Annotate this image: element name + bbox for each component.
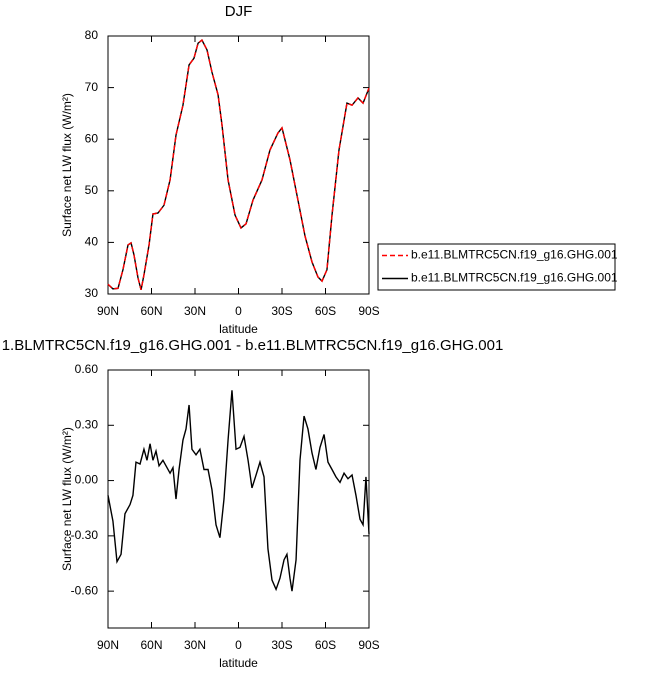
legend-label: b.e11.BLMTRC5CN.f19_g16.GHG.001 bbox=[411, 248, 618, 262]
x-axis-label: latitude bbox=[219, 656, 258, 670]
y-tick-label: 50 bbox=[85, 183, 99, 197]
y-tick-label: 60 bbox=[85, 131, 99, 145]
y-axis-label: Surface net LW flux (W/m²) bbox=[60, 427, 74, 571]
y-tick-label: -0.30 bbox=[71, 528, 99, 542]
x-axis-label: latitude bbox=[219, 322, 258, 336]
x-tick-label: 30N bbox=[184, 304, 206, 318]
y-axis-label: Surface net LW flux (W/m²) bbox=[60, 93, 74, 237]
data-line bbox=[107, 390, 370, 592]
y-tick-label: -0.60 bbox=[71, 583, 99, 597]
y-tick-label: 80 bbox=[85, 28, 99, 42]
x-tick-label: 90N bbox=[97, 304, 119, 318]
x-tick-label: 0 bbox=[235, 638, 242, 652]
y-tick-label: 30 bbox=[85, 286, 99, 300]
chart-title: 1.BLMTRC5CN.f19_g16.GHG.001 - b.e11.BLMT… bbox=[2, 337, 504, 354]
y-tick-label: 0.30 bbox=[75, 417, 99, 431]
x-tick-label: 60N bbox=[140, 638, 162, 652]
y-tick-label: 40 bbox=[85, 235, 99, 249]
x-tick-label: 30N bbox=[184, 638, 206, 652]
y-tick-label: 70 bbox=[85, 80, 99, 94]
legend-box bbox=[377, 243, 616, 291]
y-tick-label: 0.60 bbox=[75, 362, 99, 376]
chart-title: DJF bbox=[225, 3, 253, 20]
x-tick-label: 30S bbox=[271, 304, 292, 318]
x-tick-label: 60S bbox=[315, 304, 336, 318]
x-tick-label: 30S bbox=[271, 638, 292, 652]
y-tick-label: 0.00 bbox=[75, 473, 99, 487]
x-tick-label: 90N bbox=[97, 638, 119, 652]
x-tick-label: 90S bbox=[358, 304, 379, 318]
x-tick-label: 0 bbox=[235, 304, 242, 318]
data-line bbox=[107, 39, 370, 291]
x-tick-label: 60S bbox=[315, 638, 336, 652]
x-tick-label: 90S bbox=[358, 638, 379, 652]
legend-label: b.e11.BLMTRC5CN.f19_g16.GHG.001 bbox=[411, 271, 618, 285]
x-tick-label: 60N bbox=[140, 304, 162, 318]
plot-frame bbox=[107, 369, 370, 629]
